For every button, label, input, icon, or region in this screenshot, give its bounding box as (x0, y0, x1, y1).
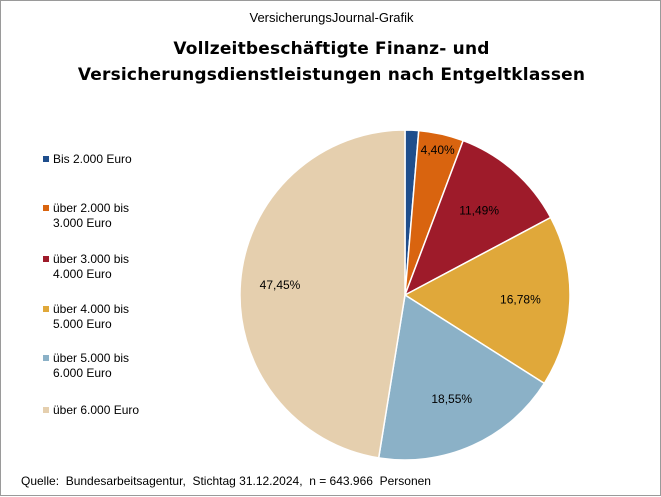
chart-kicker: VersicherungsJournal-Grafik (249, 10, 414, 25)
legend-swatch-6 (43, 407, 49, 413)
legend-swatch-4 (43, 306, 49, 312)
legend-swatch-3 (43, 256, 49, 262)
legend-swatch-1 (43, 156, 49, 162)
legend-label-5: über 5.000 bis 6.000 Euro (53, 351, 130, 380)
legend-swatch-5 (43, 355, 49, 361)
legend-label-6: über 6.000 Euro (53, 403, 140, 417)
legend-label-2: über 2.000 bis 3.000 Euro (53, 201, 130, 230)
chart-title-line-1: Vollzeitbeschäftigte Finanz- und (173, 39, 490, 59)
pie-slice-6 (239, 129, 406, 459)
pie-slice-label-2: 4,40% (421, 143, 455, 157)
pie-slice-label-6: 47,45% (260, 278, 301, 292)
legend-swatch-2 (43, 205, 49, 211)
legend-label-3: über 3.000 bis 4.000 Euro (53, 252, 130, 281)
pie-slice-4 (403, 216, 571, 385)
legend-label-4: über 4.000 bis 5.000 Euro (53, 302, 130, 331)
pie-slice-label-5: 18,55% (431, 392, 472, 406)
chart-title-line-2: Versicherungsdienstleistungen nach Entge… (77, 65, 586, 85)
pie-slice-label-3: 11,49% (459, 204, 499, 218)
pie-slice-label-4: 16,78% (500, 292, 541, 306)
pie-slice-3 (403, 139, 552, 297)
pie-slice-5 (377, 293, 546, 461)
legend-label-1: Bis 2.000 Euro (53, 152, 132, 166)
chart-source: Quelle: Bundesarbeitsagentur, Stichtag 3… (21, 474, 431, 488)
